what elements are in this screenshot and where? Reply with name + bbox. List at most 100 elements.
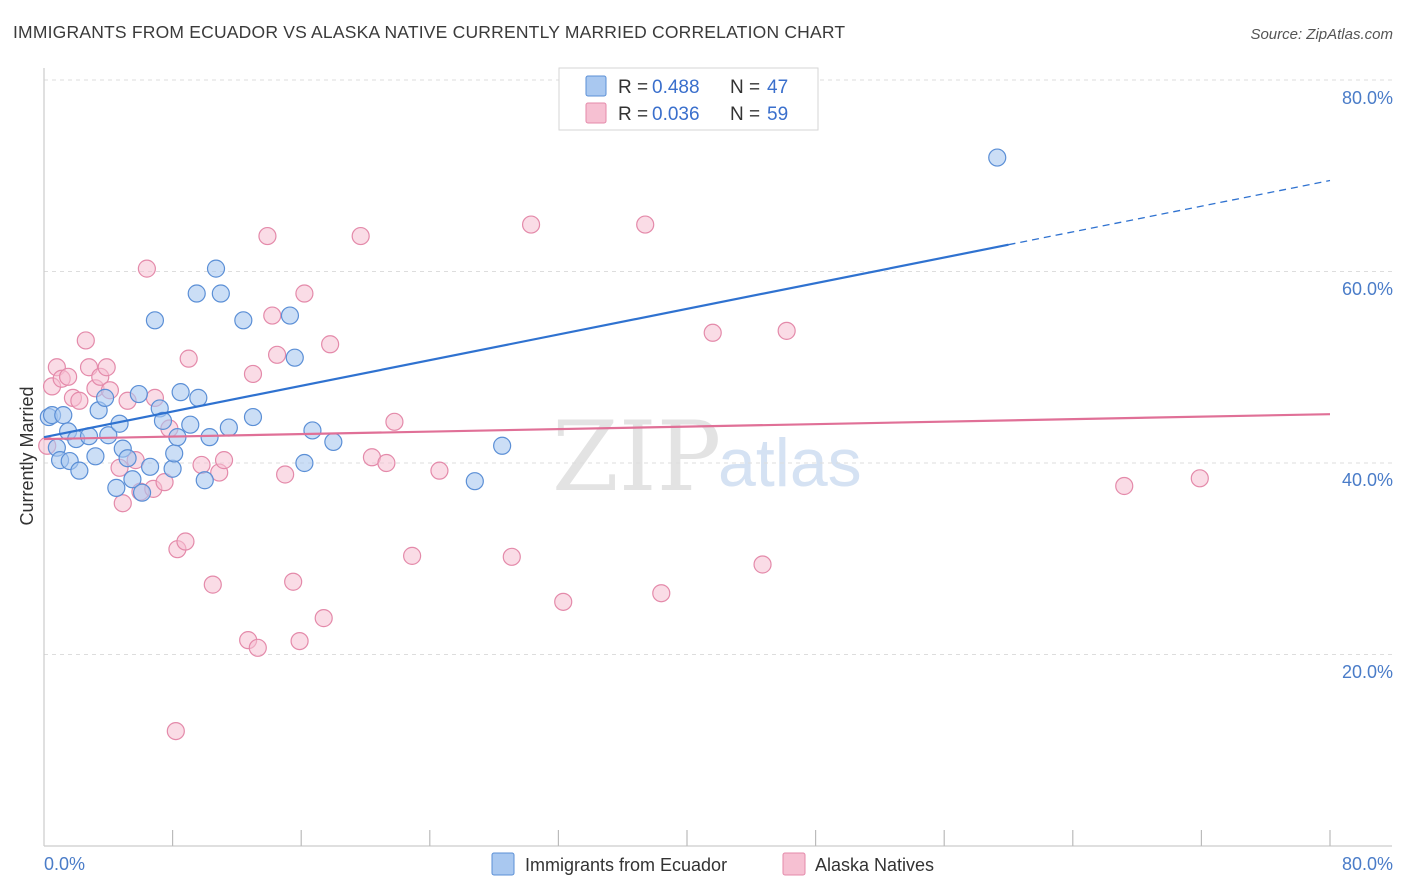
series-alaska-natives-points [38,215,1209,741]
x-tick-label-0: 0.0% [44,854,85,874]
point-alaska-natives [76,331,95,350]
point-alaska-natives [753,555,772,574]
stats-legend-r-value-alaska: 0.036 [652,104,700,125]
point-ecuador [493,436,512,455]
x-ticks [172,830,1331,846]
y-axis-label: Currently Married [17,386,37,525]
y-tick-label-40: 40.0% [1342,470,1393,490]
stats-legend: R = 0.488 N = 47 R = 0.036 N = 59 [558,67,819,131]
point-ecuador [171,383,190,402]
point-alaska-natives [155,473,174,492]
point-alaska-natives [1115,476,1134,496]
gridlines [44,79,1392,655]
point-alaska-natives [276,465,295,484]
stats-legend-r-label-ecuador: R = [618,77,648,98]
x-tick-label-80: 80.0% [1342,854,1393,874]
point-ecuador [86,447,105,466]
point-ecuador [200,428,219,447]
point-alaska-natives [1190,469,1209,488]
stats-legend-n-value-alaska: 59 [767,104,788,125]
point-alaska-natives [137,259,156,278]
stats-legend-swatch-alaska [585,102,607,124]
point-ecuador [118,449,137,468]
point-alaska-natives [284,572,303,591]
point-ecuador [295,453,314,473]
point-ecuador [303,421,322,440]
y-tick-label-80: 80.0% [1342,88,1393,108]
point-alaska-natives [267,345,287,364]
point-alaska-natives [295,284,314,303]
point-ecuador [140,457,160,476]
y-tick-labels: 80.0% 60.0% 40.0% 20.0% [1342,88,1393,682]
legend-label-alaska: Alaska Natives [815,855,934,875]
point-alaska-natives [97,358,116,377]
point-alaska-natives [176,532,195,551]
series-ecuador-points [39,148,1007,502]
watermark-zip: ZIP [552,401,721,513]
point-ecuador [234,311,253,330]
point-ecuador [195,471,214,490]
point-ecuador [123,470,142,489]
point-alaska-natives [258,226,277,246]
y-tick-label-20: 20.0% [1342,662,1393,682]
point-ecuador [211,284,230,303]
point-alaska-natives [777,321,796,340]
point-ecuador [107,478,126,497]
point-alaska-natives [113,494,132,513]
point-alaska-natives [351,226,370,246]
point-ecuador [285,348,304,367]
point-ecuador [988,148,1007,167]
trend-line-ecuador-extrapolated [1008,179,1331,246]
point-alaska-natives [652,584,671,603]
point-ecuador [280,306,300,325]
stats-legend-n-label-ecuador: N = [730,77,760,98]
point-alaska-natives [314,609,333,628]
point-alaska-natives [179,349,198,368]
point-ecuador [163,459,182,478]
legend-swatch-ecuador [491,852,515,876]
chart-source: Source: ZipAtlas.com [1250,26,1393,43]
point-ecuador [206,259,226,278]
point-alaska-natives [263,306,282,325]
point-ecuador [95,388,115,407]
point-alaska-natives [321,335,340,354]
stats-legend-n-value-ecuador: 47 [767,77,788,98]
point-ecuador [99,426,118,445]
point-alaska-natives [703,323,722,342]
point-alaska-natives [203,575,222,594]
point-ecuador [129,384,148,404]
legend-label-ecuador: Immigrants from Ecuador [525,855,727,875]
trend-line-ecuador [43,243,1009,439]
point-alaska-natives [248,638,267,657]
trend-lines [43,179,1331,441]
point-alaska-natives [192,455,211,475]
series-legend: Immigrants from Ecuador Alaska Natives [491,852,934,876]
chart-title: IMMIGRANTS FROM ECUADOR VS ALASKA NATIVE… [13,22,845,42]
y-tick-label-60: 60.0% [1342,279,1393,299]
stats-legend-r-label-alaska: R = [618,104,648,125]
point-ecuador [181,415,200,434]
point-alaska-natives [636,215,655,234]
stats-legend-r-value-ecuador: 0.488 [652,77,700,98]
point-alaska-natives [59,367,78,386]
stats-legend-swatch-ecuador [585,75,607,97]
point-ecuador [187,284,206,303]
point-ecuador [243,407,263,427]
stats-legend-n-label-alaska: N = [730,104,760,125]
point-alaska-natives [290,631,309,651]
point-ecuador [145,311,165,330]
point-alaska-natives [70,391,89,410]
point-alaska-natives [554,592,573,611]
point-ecuador [70,461,89,480]
point-alaska-natives [521,215,541,234]
point-alaska-natives [243,364,263,384]
point-alaska-natives [166,721,185,741]
point-ecuador [54,406,73,425]
point-ecuador [132,483,152,502]
point-alaska-natives [502,547,521,566]
point-ecuador [465,472,484,491]
axes [43,68,1392,847]
point-alaska-natives [403,546,422,565]
point-alaska-natives [377,453,396,473]
